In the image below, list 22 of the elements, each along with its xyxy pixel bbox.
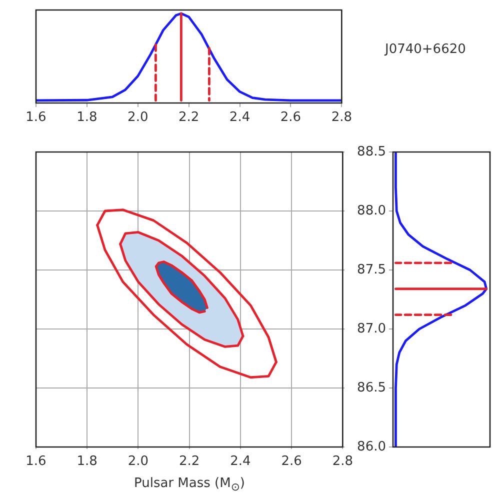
y-tick-label: 88.0 (357, 203, 386, 218)
x-tick-label: 1.6 (26, 454, 46, 470)
x-tick-label: 2.8 (332, 454, 354, 470)
x-tick-label: 1.8 (76, 454, 98, 470)
text: J0740+6620 (385, 42, 466, 57)
x-tick-label: 1.8 (76, 110, 98, 126)
x-tick-label: 2.0 (128, 454, 149, 470)
y-tick-label: 86.0 (357, 439, 386, 454)
x-tick-label: 2.6 (280, 110, 302, 126)
y-tick-label: 86.5 (357, 380, 386, 396)
x-tick-label: 1.6 (26, 110, 46, 126)
x-tick-label: 2.2 (178, 454, 200, 470)
y-tick-label: 88.5 (357, 144, 386, 160)
x-tick-label: 2.8 (331, 110, 352, 126)
y-tick-label: 87.5 (357, 262, 386, 278)
x-tick-label: 2.6 (281, 454, 302, 470)
x-tick-label: 2.4 (229, 110, 250, 126)
x-axis-title: Pulsar Mass (M$_{⊙}$) (133, 476, 246, 494)
x-tick-label: 2.2 (178, 110, 200, 126)
x-tick-label: 2.4 (230, 454, 251, 470)
y-tick-label: 87.0 (357, 321, 386, 336)
x-tick-label: 2.0 (128, 110, 148, 126)
